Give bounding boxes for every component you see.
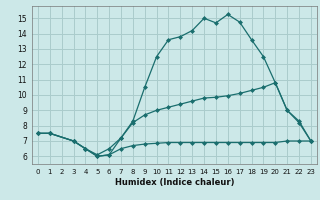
X-axis label: Humidex (Indice chaleur): Humidex (Indice chaleur): [115, 178, 234, 187]
